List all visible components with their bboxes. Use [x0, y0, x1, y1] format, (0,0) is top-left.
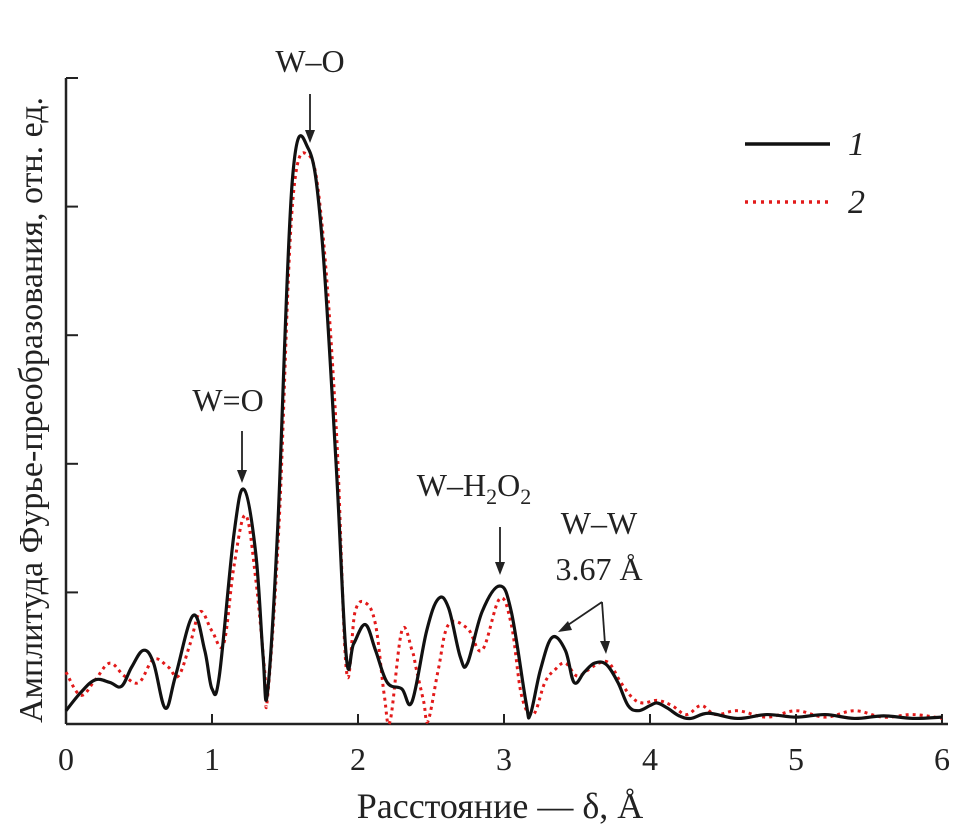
annotation-w-h2o2: W–H2O2	[417, 467, 531, 509]
arrowhead-w-w-1	[558, 621, 572, 632]
annotations: W–O W=O W–H2O2 W–W 3.67 Å	[192, 43, 643, 654]
arrowhead-w-w-2	[600, 641, 610, 654]
annotation-w-w: W–W	[561, 505, 638, 541]
x-tick-label: 6	[934, 741, 950, 777]
legend: 1 2	[745, 126, 865, 221]
annotation-w-o: W–O	[275, 43, 344, 79]
arrowhead-w-h2o2	[495, 562, 505, 575]
annotation-w-w-distance: 3.67 Å	[555, 551, 642, 587]
arrowhead-w-o	[305, 130, 315, 143]
series-group	[64, 134, 943, 726]
y-ticks	[66, 77, 78, 594]
legend-label-2: 2	[848, 184, 865, 221]
x-tick-label: 4	[642, 741, 658, 777]
x-tick-label: 2	[350, 741, 366, 777]
y-axis-label: Амплитуда Фурье-преобразования, отн. ед.	[13, 97, 50, 723]
x-tick-label: 5	[788, 741, 804, 777]
x-tick-label: 3	[496, 741, 512, 777]
series-line-2	[64, 151, 943, 726]
x-axis-label: Расстояние — δ, Å	[357, 786, 644, 826]
legend-label-1: 1	[848, 126, 865, 163]
x-tick-label: 1	[204, 741, 220, 777]
series-line-1	[64, 134, 943, 721]
x-ticks: 0 1 2 3 4 5 6	[58, 714, 950, 777]
arrow-w-w-1	[564, 601, 603, 628]
x-tick-label: 0	[58, 741, 74, 777]
annotation-w-double-o: W=O	[192, 382, 263, 418]
arrow-w-w-2	[601, 601, 606, 645]
arrowhead-w-double-o	[237, 470, 247, 483]
